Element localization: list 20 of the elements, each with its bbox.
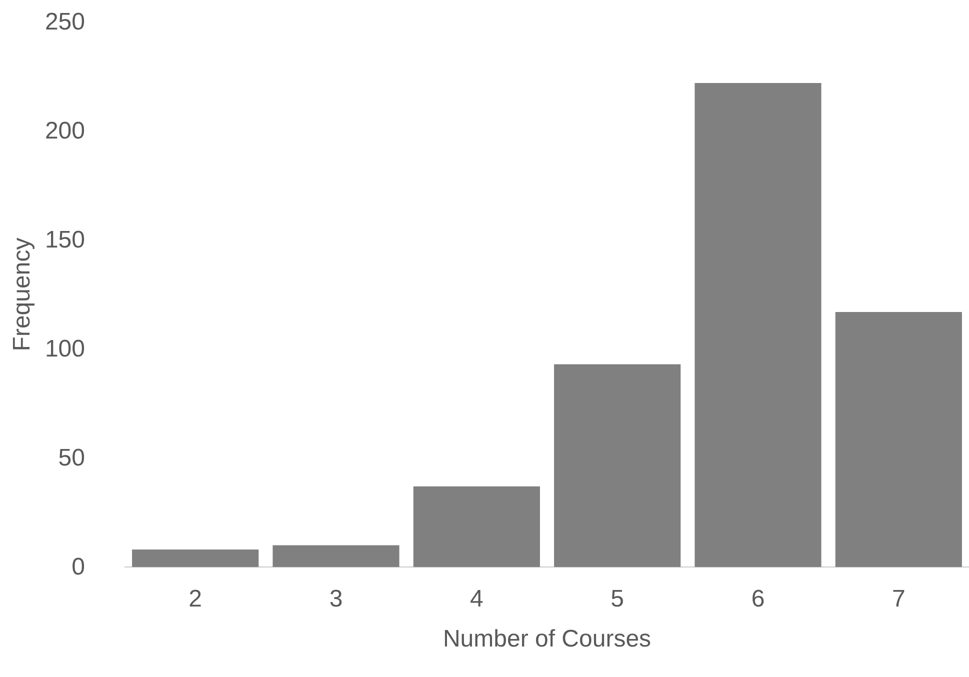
x-tick-label: 5	[610, 586, 624, 612]
y-tick-label: 150	[44, 226, 85, 254]
y-tick-label: 250	[44, 8, 85, 36]
y-tick-label: 100	[44, 336, 85, 362]
y-tick-label: 50	[58, 444, 85, 472]
bar	[694, 83, 822, 567]
bar	[272, 545, 400, 567]
bar	[835, 312, 962, 567]
x-tick-label: 3	[329, 586, 343, 612]
bar	[132, 550, 259, 567]
y-tick-label: 0	[72, 554, 85, 580]
x-tick-label: 7	[892, 586, 906, 612]
x-tick-label: 6	[751, 586, 765, 612]
bar	[413, 486, 540, 567]
y-axis-title: Frequency	[8, 238, 36, 352]
x-tick-label: 4	[470, 586, 484, 612]
x-tick-label: 2	[188, 586, 202, 612]
y-tick-label: 200	[44, 118, 85, 144]
bar	[554, 364, 681, 567]
x-axis-title: Number of Courses	[442, 626, 652, 652]
